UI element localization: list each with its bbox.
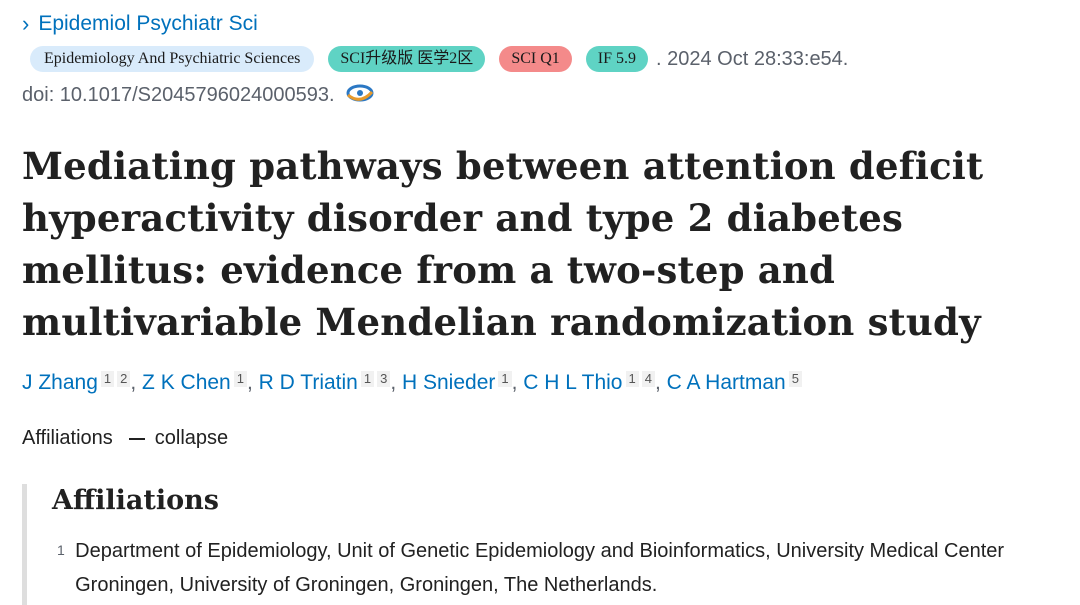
affiliation-text: Department of Epidemiology, Unit of Gene… [75,540,1005,596]
citation-row: Epidemiology And Psychiatric Sciences SC… [30,46,848,72]
europepmc-icon[interactable] [343,82,377,108]
author-link[interactable]: C H L Thio [523,371,623,394]
author-link[interactable]: Z K Chen [142,371,231,394]
chevron-right-icon: › [22,11,30,36]
affiliations-toggle[interactable]: Affiliations collapse [22,427,228,450]
minus-icon [128,437,145,440]
aff-ref[interactable]: 2 [117,371,131,387]
journal-link[interactable]: Epidemiol Psychiatr Sci [38,12,258,35]
author-list: J Zhang 1 2, Z K Chen 1, R D Triatin 1 3, H S… [22,371,802,395]
journal-full-badge: Epidemiology And Psychiatric Sciences [30,46,315,72]
doi-row: doi: 10.1017/S2045796024000593. [22,82,377,108]
author-link[interactable]: C A Hartman [666,371,786,394]
affiliations-heading: Affiliations [52,485,219,516]
aff-ref[interactable]: 1 [233,371,247,387]
aff-ref[interactable]: 1 [360,371,375,387]
sci-rank-badge: SCI升级版 医学2区 [328,46,486,72]
journal-breadcrumb[interactable]: › Epidemiol Psychiatr Sci [22,10,258,38]
citation-text: . 2024 Oct 28:33:e54. [656,47,849,70]
author-link[interactable]: J Zhang [22,371,98,394]
aff-ref[interactable]: 1 [100,371,115,387]
author-link[interactable]: R D Triatin [258,371,358,394]
quartile-badge: SCI Q1 [499,46,572,72]
doi-text: doi: 10.1017/S2045796024000593. [22,83,335,106]
article-title: Mediating pathways between attention def… [22,144,984,344]
aff-ref[interactable]: 1 [625,371,639,387]
affiliations-toggle-label: Affiliations [22,427,113,449]
affiliations-panel: Affiliations 1 Department of Epidemiolog… [22,484,1067,605]
aff-ref[interactable]: 3 [377,371,391,387]
impact-factor-badge: IF 5.9 [585,46,648,72]
affiliation-item: 1 Department of Epidemiology, Unit of Ge… [57,537,1057,602]
aff-ref[interactable]: 1 [498,371,512,387]
affiliation-number: 1 [57,542,65,558]
aff-ref[interactable]: 4 [641,371,655,387]
aff-ref[interactable]: 5 [788,371,802,387]
author-link[interactable]: H Snieder [401,371,496,394]
affiliations-toggle-action: collapse [154,427,229,449]
